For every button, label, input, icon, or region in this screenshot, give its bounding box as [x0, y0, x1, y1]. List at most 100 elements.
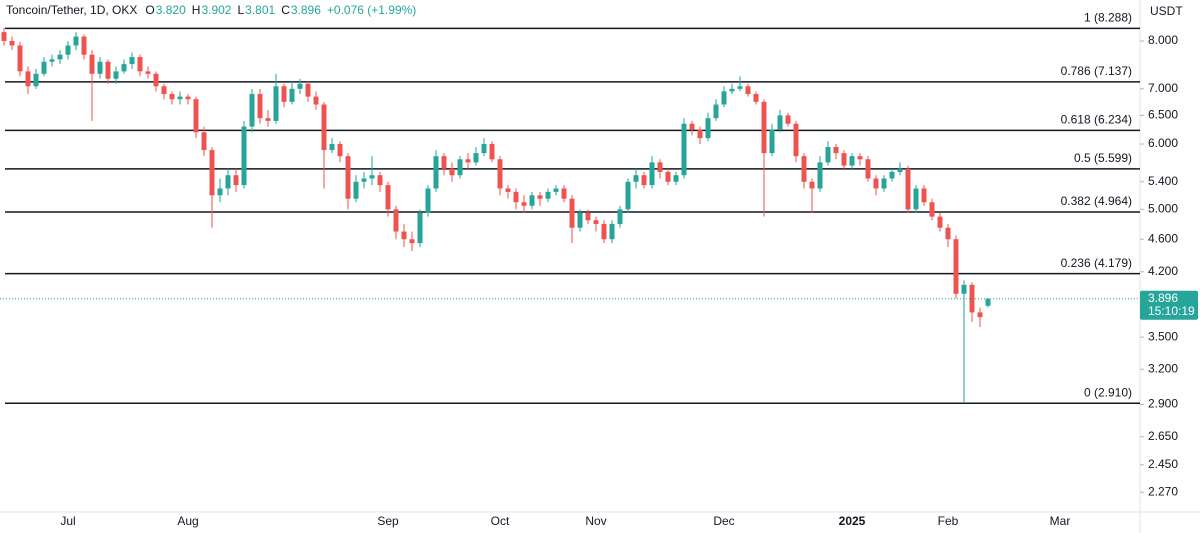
candle-body: [601, 223, 607, 240]
candle-body: [817, 162, 823, 189]
x-tick-label: Feb: [938, 514, 959, 528]
y-tick-label: 4.200: [1148, 264, 1178, 278]
candle-body: [337, 144, 343, 157]
candle-body: [385, 185, 391, 210]
candle-body: [153, 73, 159, 87]
candle-body: [481, 144, 487, 154]
candle-body: [569, 198, 575, 228]
candle-body: [305, 83, 311, 97]
candle-body: [393, 209, 399, 232]
candle-body: [273, 86, 279, 121]
candle-body: [129, 57, 135, 65]
candle-body: [321, 104, 327, 151]
candle-body: [849, 156, 855, 166]
readout-label: H: [192, 3, 201, 17]
candle-body: [793, 123, 799, 157]
candle-body: [401, 231, 407, 240]
candle-body: [625, 181, 631, 210]
candle-body: [513, 191, 519, 203]
candle-body: [801, 156, 807, 182]
candle-body: [377, 175, 383, 186]
candle-body: [737, 86, 743, 89]
y-tick-label: 7.000: [1148, 81, 1178, 95]
candle-body: [593, 220, 599, 224]
candle-body: [297, 83, 303, 89]
candle-body: [209, 150, 215, 196]
candle-body: [905, 168, 911, 210]
level-label: 0.618 (6.234): [1061, 113, 1132, 127]
candle-body: [521, 202, 527, 206]
candle-body: [945, 227, 951, 240]
candle-body: [9, 40, 15, 46]
candle-body: [185, 96, 191, 100]
candle-body: [329, 144, 335, 151]
candle-body: [745, 86, 751, 94]
candle-body: [105, 61, 111, 79]
candle-body: [169, 93, 175, 100]
candle-body: [81, 36, 87, 55]
countdown: 15:10:19: [1148, 304, 1195, 318]
candle-body: [457, 159, 463, 176]
candle-body: [497, 159, 503, 189]
candle-body: [761, 101, 767, 154]
candle-body: [265, 118, 271, 121]
candle-body: [825, 147, 831, 163]
candle-body: [217, 188, 223, 196]
candle-body: [545, 191, 551, 199]
candle-body: [281, 86, 287, 102]
candle-body: [241, 126, 247, 186]
candle-body: [809, 181, 815, 189]
candle-body: [881, 178, 887, 189]
candle-body: [961, 284, 967, 294]
candle-body: [137, 57, 143, 72]
candle-body: [553, 188, 559, 192]
y-tick-label: 2.270: [1148, 484, 1178, 498]
candle-body: [361, 178, 367, 182]
candle-body: [257, 93, 263, 119]
candle-body: [713, 104, 719, 119]
candle-body: [937, 216, 943, 228]
candle-body: [89, 54, 95, 74]
y-tick-label: 6.000: [1148, 136, 1178, 150]
candle-body: [857, 156, 863, 160]
candle-body: [529, 195, 535, 206]
readout-value: 3.896: [291, 3, 321, 17]
candle-body: [681, 123, 687, 176]
candle-body: [977, 312, 983, 318]
candle-body: [833, 147, 839, 154]
y-tick-label: 2.650: [1148, 429, 1178, 443]
candle-body: [777, 115, 783, 130]
level-label: 0 (2.910): [1084, 385, 1132, 399]
candle-body: [585, 212, 591, 221]
candle-body: [697, 129, 703, 139]
y-tick-label: 3.200: [1148, 361, 1178, 375]
candle-body: [417, 212, 423, 244]
candle-body: [657, 162, 663, 172]
y-tick-label: 4.600: [1148, 231, 1178, 245]
readout-value: 3.902: [201, 3, 231, 17]
readout-value: 3.801: [245, 3, 275, 17]
candle-body: [537, 195, 543, 199]
currency: USDT: [1150, 4, 1183, 18]
candle-body: [649, 162, 655, 186]
candle-body: [225, 175, 231, 189]
readout-label: C: [281, 3, 290, 17]
candle-body: [953, 239, 959, 294]
candle-body: [889, 171, 895, 179]
candle-body: [41, 61, 47, 74]
y-tick-label: 2.900: [1148, 397, 1178, 411]
y-tick-label: 5.000: [1148, 202, 1178, 216]
candle-body: [121, 64, 127, 72]
y-tick-label: 5.400: [1148, 174, 1178, 188]
candle-body: [289, 88, 295, 102]
x-tick-label: Sep: [377, 514, 399, 528]
candle-body: [769, 129, 775, 154]
candle-body: [673, 175, 679, 182]
header: Toncoin/Tether, 1D, OKX O 3.820 H 3.902 L 3.8…: [6, 3, 416, 17]
last-price-label: 3.896: [1148, 291, 1178, 305]
y-tick-label: 8.000: [1148, 33, 1178, 47]
candle-body: [433, 156, 439, 189]
candle-body: [873, 178, 879, 189]
candle-body: [25, 71, 31, 87]
